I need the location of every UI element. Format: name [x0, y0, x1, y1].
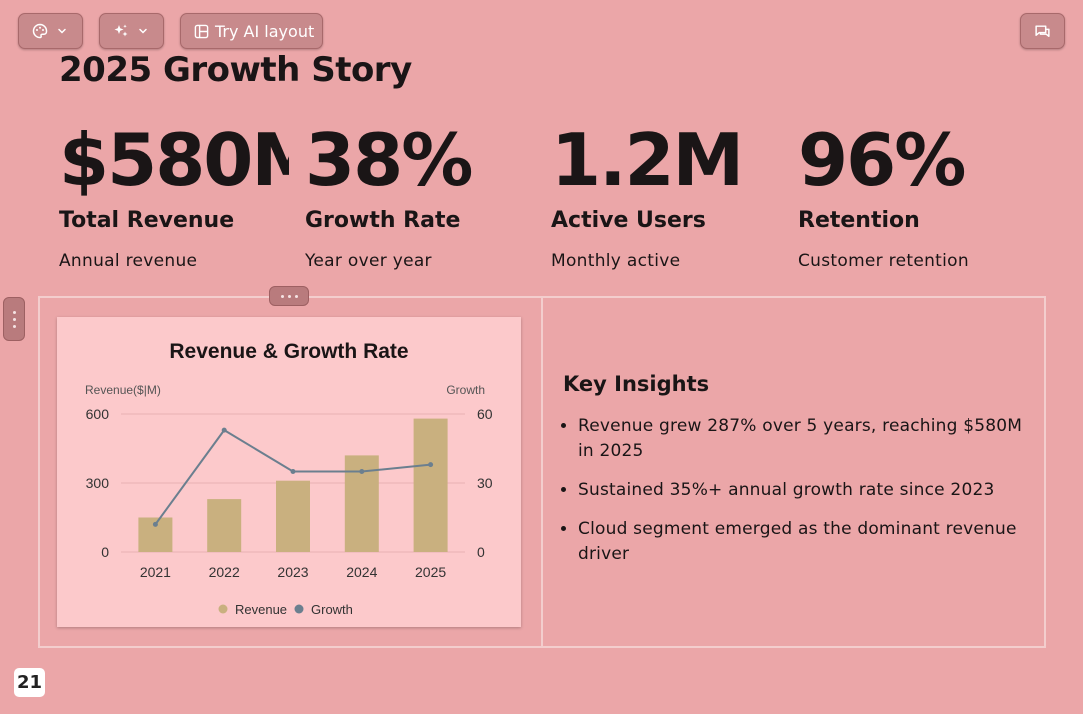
sparkle-icon: [113, 23, 129, 39]
revenue-bar: [413, 418, 448, 552]
insight-item: Cloud segment emerged as the dominant re…: [578, 517, 1033, 567]
stat-subtext: Monthly active: [551, 251, 681, 271]
x-tick-label: 2025: [415, 564, 446, 580]
insights-title: Key Insights: [563, 372, 710, 396]
stat-subtext: Customer retention: [798, 251, 969, 271]
chevron-down-icon: [137, 25, 149, 37]
revenue-growth-chart[interactable]: Revenue & Growth Rate Revenue($|M) Growt…: [57, 317, 521, 627]
stat-value: 38%: [305, 120, 473, 200]
try-ai-layout-label: Try AI layout: [215, 21, 315, 41]
stat-value: 96%: [798, 120, 966, 200]
stat-active-users[interactable]: 1.2M Active Users Monthly active: [551, 120, 791, 271]
insights-list: Revenue grew 287% over 5 years, reaching…: [563, 414, 1033, 567]
y-axis-label: Revenue($|M): [85, 383, 161, 397]
stat-total-revenue[interactable]: $580M Total Revenue Annual revenue: [59, 120, 299, 271]
stat-label: Total Revenue: [59, 208, 235, 233]
x-tick-label: 2022: [209, 564, 240, 580]
growth-point: [152, 521, 158, 527]
x-tick-label: 2023: [277, 564, 308, 580]
stat-subtext: Annual revenue: [59, 251, 198, 271]
palette-icon: [32, 23, 48, 39]
stat-label: Active Users: [551, 208, 706, 233]
revenue-bar: [276, 480, 310, 552]
slide-title[interactable]: 2025 Growth Story: [59, 50, 412, 90]
chat-icon: [1034, 23, 1051, 40]
y2-tick-label: 60: [477, 406, 493, 422]
stat-label: Retention: [798, 208, 920, 233]
growth-point: [290, 469, 296, 474]
theme-menu-button[interactable]: [18, 13, 83, 49]
comments-button[interactable]: [1020, 13, 1065, 49]
revenue-bar: [207, 499, 242, 552]
chart-title: Revenue & Growth Rate: [169, 340, 408, 363]
stat-retention[interactable]: 96% Retention Customer retention: [798, 120, 1038, 271]
layout-icon: [194, 24, 209, 39]
stat-label: Growth Rate: [305, 208, 461, 233]
y-tick-label: 600: [86, 406, 110, 422]
insight-item: Revenue grew 287% over 5 years, reaching…: [578, 414, 1033, 464]
stat-subtext: Year over year: [305, 251, 432, 271]
ai-menu-button[interactable]: [99, 13, 164, 49]
legend-swatch-growth: [294, 604, 304, 614]
growth-point: [359, 469, 365, 474]
try-ai-layout-button[interactable]: Try AI layout: [180, 13, 323, 49]
y2-tick-label: 30: [477, 475, 493, 491]
legend-swatch-revenue: [218, 604, 228, 614]
y-tick-label: 0: [101, 544, 109, 560]
x-tick-label: 2021: [140, 564, 171, 580]
drag-handle-horizontal[interactable]: [269, 286, 309, 306]
growth-point: [428, 462, 434, 468]
chevron-down-icon: [56, 25, 68, 37]
chart-svg: Revenue & Growth Rate Revenue($|M) Growt…: [85, 340, 493, 617]
stat-growth-rate[interactable]: 38% Growth Rate Year over year: [305, 120, 545, 271]
x-tick-label: 2024: [346, 564, 377, 580]
growth-point: [221, 427, 227, 433]
y2-tick-label: 0: [477, 544, 485, 560]
insight-item: Sustained 35%+ annual growth rate since …: [578, 478, 1033, 503]
legend-label-revenue: Revenue: [235, 602, 287, 617]
stat-value: $580M: [59, 120, 289, 200]
column-divider: [541, 296, 543, 648]
legend-label-growth: Growth: [311, 602, 353, 617]
stat-value: 1.2M: [551, 120, 744, 200]
y2-axis-label: Growth: [446, 383, 485, 397]
page-number[interactable]: 21: [14, 668, 45, 697]
drag-handle-vertical[interactable]: [3, 297, 25, 341]
y-tick-label: 300: [86, 475, 110, 491]
key-insights[interactable]: Key Insights Revenue grew 287% over 5 ye…: [563, 372, 1033, 581]
